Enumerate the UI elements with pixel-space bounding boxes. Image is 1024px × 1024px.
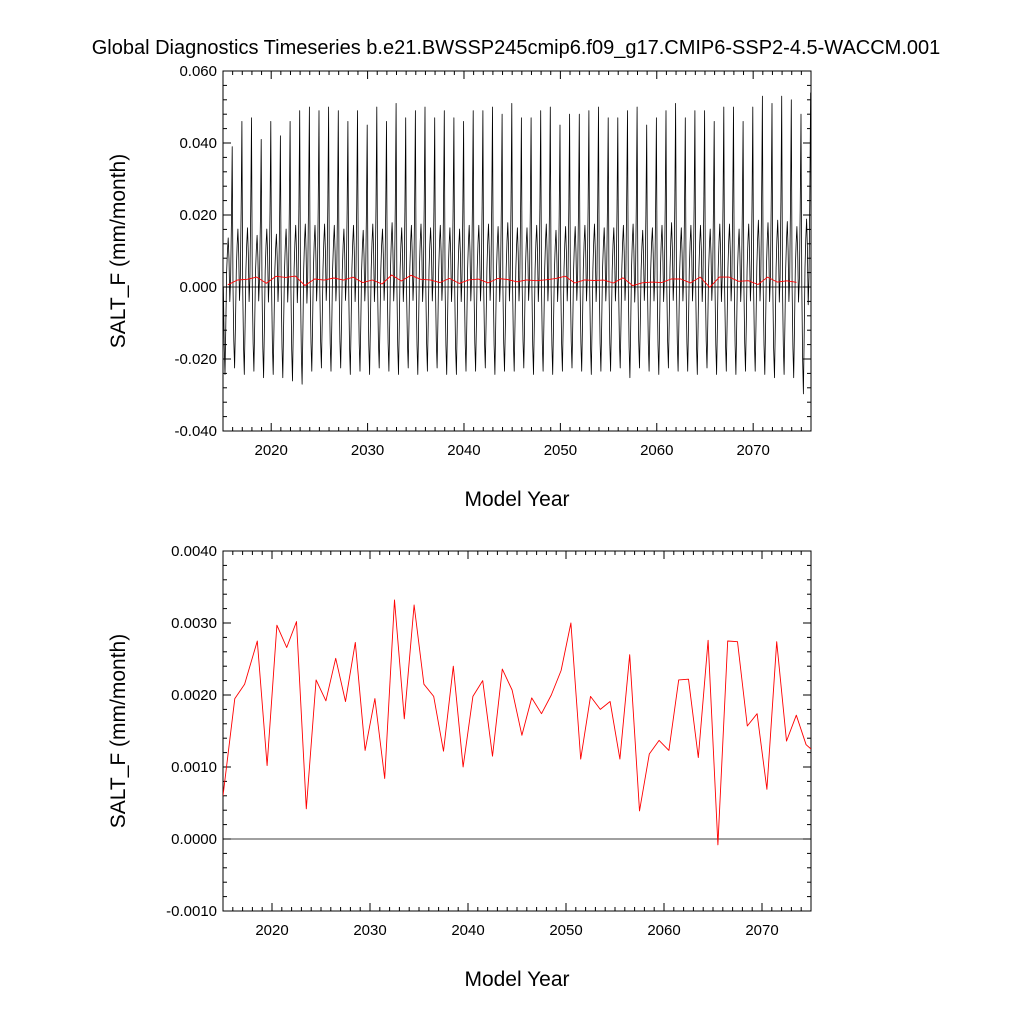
- series-group: [223, 599, 811, 846]
- y-tick-label: 0.0020: [171, 687, 217, 704]
- y-axis-label: SALT_F (mm/month): [107, 634, 130, 828]
- y-tick-label: -0.040: [174, 423, 217, 440]
- y-tick-label: 0.0010: [171, 759, 217, 776]
- x-tick-label: 2050: [549, 922, 582, 939]
- y-tick-label: 0.0040: [171, 543, 217, 560]
- annual-mean-series-line: [227, 274, 797, 288]
- x-axis-label: Model Year: [464, 488, 569, 511]
- y-tick-label: 0.060: [179, 63, 217, 80]
- x-tick-label: 2030: [351, 442, 384, 459]
- y-tick-label: 0.020: [179, 207, 217, 224]
- y-tick-label: 0.000: [179, 279, 217, 296]
- x-tick-label: 2060: [647, 922, 680, 939]
- plot-frame: [222, 550, 812, 912]
- monthly-series-line: [223, 92, 811, 395]
- annual-mean-series-line: [223, 599, 811, 846]
- chart-title: Global Diagnostics Timeseries b.e21.BWSS…: [92, 37, 941, 59]
- x-tick-label: 2040: [447, 442, 480, 459]
- y-tick-label: -0.020: [174, 351, 217, 368]
- y-tick-label: 0.0000: [171, 831, 217, 848]
- y-tick-label: -0.0010: [166, 903, 217, 920]
- x-tick-label: 2070: [745, 922, 778, 939]
- x-axis-label: Model Year: [464, 968, 569, 991]
- x-tick-label: 2050: [544, 442, 577, 459]
- x-tick-label: 2070: [736, 442, 769, 459]
- series-group: [223, 92, 811, 395]
- y-axis-label: SALT_F (mm/month): [107, 154, 130, 348]
- bottom-panel: 2020 2030 2040 2050 2060 2070 -0.0010 0.0000 0.0…: [107, 543, 812, 991]
- x-tick-label: 2020: [255, 922, 288, 939]
- x-tick-label: 2040: [451, 922, 484, 939]
- x-tick-label: 2020: [255, 442, 288, 459]
- x-tick-label: 2030: [353, 922, 386, 939]
- y-tick-label: 0.0030: [171, 615, 217, 632]
- plot-frame: [222, 70, 812, 432]
- top-panel: 2020 2030 2040 2050 2060 2070 -0.040 -0.020 0.00…: [107, 63, 812, 511]
- x-tick-label: 2060: [640, 442, 673, 459]
- y-tick-label: 0.040: [179, 135, 217, 152]
